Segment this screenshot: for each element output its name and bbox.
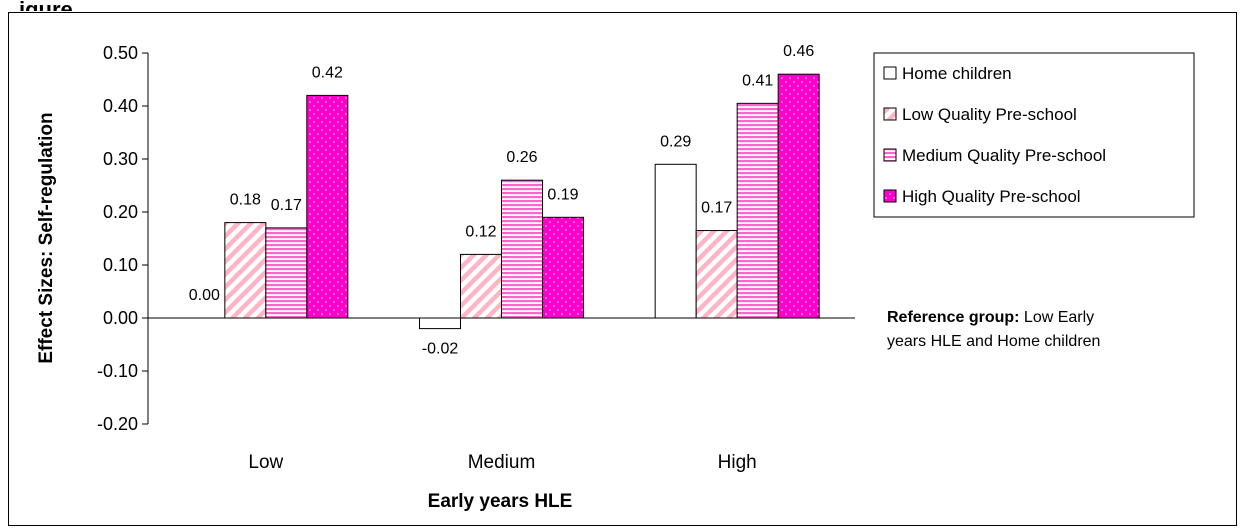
legend-label: Home children bbox=[902, 64, 1012, 83]
y-tick-label: 0.20 bbox=[103, 202, 138, 222]
reference-note: Reference group: Low Early bbox=[887, 309, 1094, 326]
data-label: 0.29 bbox=[660, 133, 691, 150]
legend-label: Low Quality Pre-school bbox=[902, 105, 1077, 124]
data-label: 0.00 bbox=[189, 287, 220, 304]
data-label: 0.46 bbox=[783, 43, 814, 60]
x-tick-label: High bbox=[718, 452, 757, 473]
data-label: 0.12 bbox=[465, 223, 496, 240]
bar-high-quality-pre-school bbox=[306, 94, 349, 319]
bar-medium-quality-pre-school bbox=[736, 102, 779, 319]
y-tick-label: -0.20 bbox=[97, 414, 138, 434]
reference-note-line1: Low Early bbox=[1019, 309, 1094, 326]
data-label: 0.17 bbox=[701, 200, 732, 217]
data-label: 0.41 bbox=[742, 72, 773, 89]
legend: Home children Low Quality Pre-school Mediu… bbox=[873, 52, 1195, 218]
bar-low-quality-pre-school bbox=[224, 222, 267, 319]
y-tick-label: -0.10 bbox=[97, 361, 138, 381]
legend-box bbox=[873, 52, 1195, 218]
legend-swatch bbox=[883, 148, 897, 162]
x-axis-title: Early years HLE bbox=[428, 491, 573, 512]
y-tick-label: 0.10 bbox=[103, 255, 138, 275]
y-tick-label: 0.40 bbox=[103, 96, 138, 116]
data-label: 0.18 bbox=[230, 192, 261, 209]
bar-low-quality-pre-school bbox=[695, 230, 738, 319]
bar-medium-quality-pre-school bbox=[265, 227, 308, 319]
data-label: -0.02 bbox=[422, 341, 459, 358]
data-label: 0.26 bbox=[506, 149, 537, 166]
bar-home-children bbox=[419, 317, 461, 330]
chart-title-fragment: igure bbox=[19, 0, 73, 11]
bar-home-children bbox=[654, 163, 697, 319]
x-tick-label: Medium bbox=[468, 452, 536, 473]
bar-low-quality-pre-school bbox=[460, 253, 502, 319]
legend-label: Medium Quality Pre-school bbox=[902, 146, 1106, 165]
data-label: 0.19 bbox=[547, 186, 578, 203]
y-tick-label: 0.50 bbox=[103, 43, 138, 63]
reference-note-line2: years HLE and Home children bbox=[887, 333, 1100, 350]
data-label: 0.17 bbox=[271, 197, 302, 214]
legend-swatch bbox=[883, 107, 897, 121]
bar-high-quality-pre-school bbox=[777, 73, 820, 319]
bar-medium-quality-pre-school bbox=[501, 179, 543, 319]
y-tick-label: 0.00 bbox=[103, 308, 138, 328]
legend-swatch bbox=[883, 66, 897, 80]
legend-label: High Quality Pre-school bbox=[902, 187, 1081, 206]
bar-high-quality-pre-school bbox=[542, 216, 584, 319]
legend-swatch bbox=[883, 189, 897, 203]
reference-note-bold: Reference group: bbox=[887, 309, 1019, 326]
x-tick-label: Low bbox=[248, 452, 283, 473]
data-label: 0.42 bbox=[312, 64, 343, 81]
y-tick-label: 0.30 bbox=[103, 149, 138, 169]
y-axis-title: Effect Sizes: Self-regulation bbox=[36, 112, 57, 363]
